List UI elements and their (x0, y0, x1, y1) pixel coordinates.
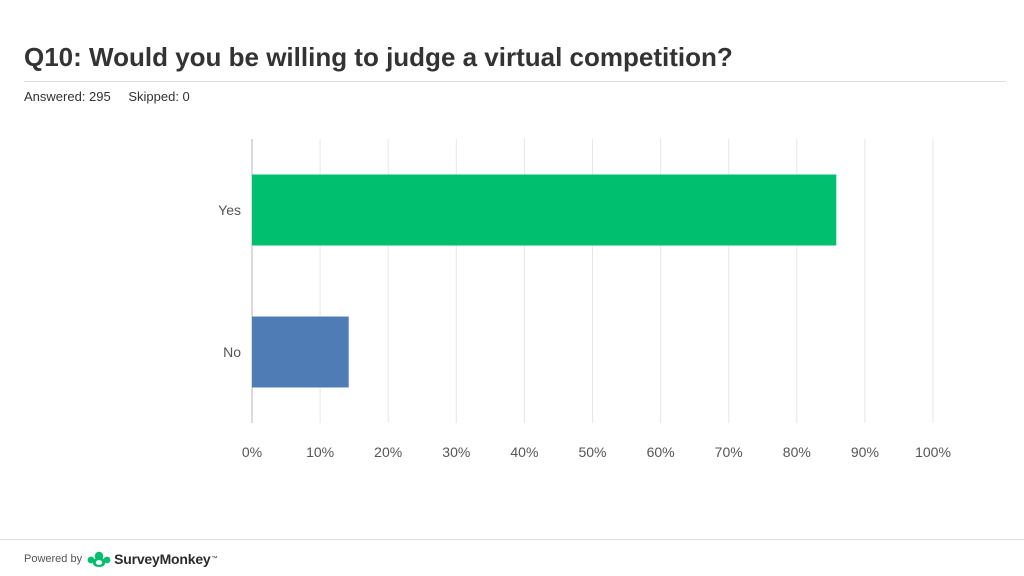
x-tick-label: 80% (783, 444, 811, 460)
page-title: Q10: Would you be willing to judge a vir… (24, 42, 733, 72)
trademark-symbol: ™ (211, 556, 218, 562)
surveymonkey-brand: SurveyMonkey (114, 551, 211, 567)
category-label-yes: Yes (218, 202, 241, 218)
bar-no (252, 316, 349, 388)
answered-count: Answered: 295 (24, 89, 111, 104)
footer: Powered by SurveyMonkey ™ (24, 550, 218, 568)
x-tick-label: 70% (715, 444, 743, 460)
response-stats: Answered: 295 Skipped: 0 (24, 89, 204, 104)
x-tick-label: 100% (915, 444, 951, 460)
skipped-count: Skipped: 0 (128, 89, 190, 104)
footer-divider (0, 539, 1024, 540)
powered-by-label: Powered by (24, 553, 83, 565)
x-tick-label: 20% (374, 444, 402, 460)
x-tick-label: 30% (442, 444, 470, 460)
x-tick-label: 40% (510, 444, 538, 460)
x-tick-label: 10% (306, 444, 334, 460)
x-tick-label: 90% (851, 444, 879, 460)
x-tick-label: 60% (647, 444, 675, 460)
x-tick-label: 50% (578, 444, 606, 460)
category-label-no: No (223, 344, 241, 360)
x-tick-label: 0% (242, 444, 262, 460)
surveymonkey-logo-icon (87, 551, 111, 567)
bar-yes (252, 174, 837, 246)
title-divider (24, 81, 1006, 82)
